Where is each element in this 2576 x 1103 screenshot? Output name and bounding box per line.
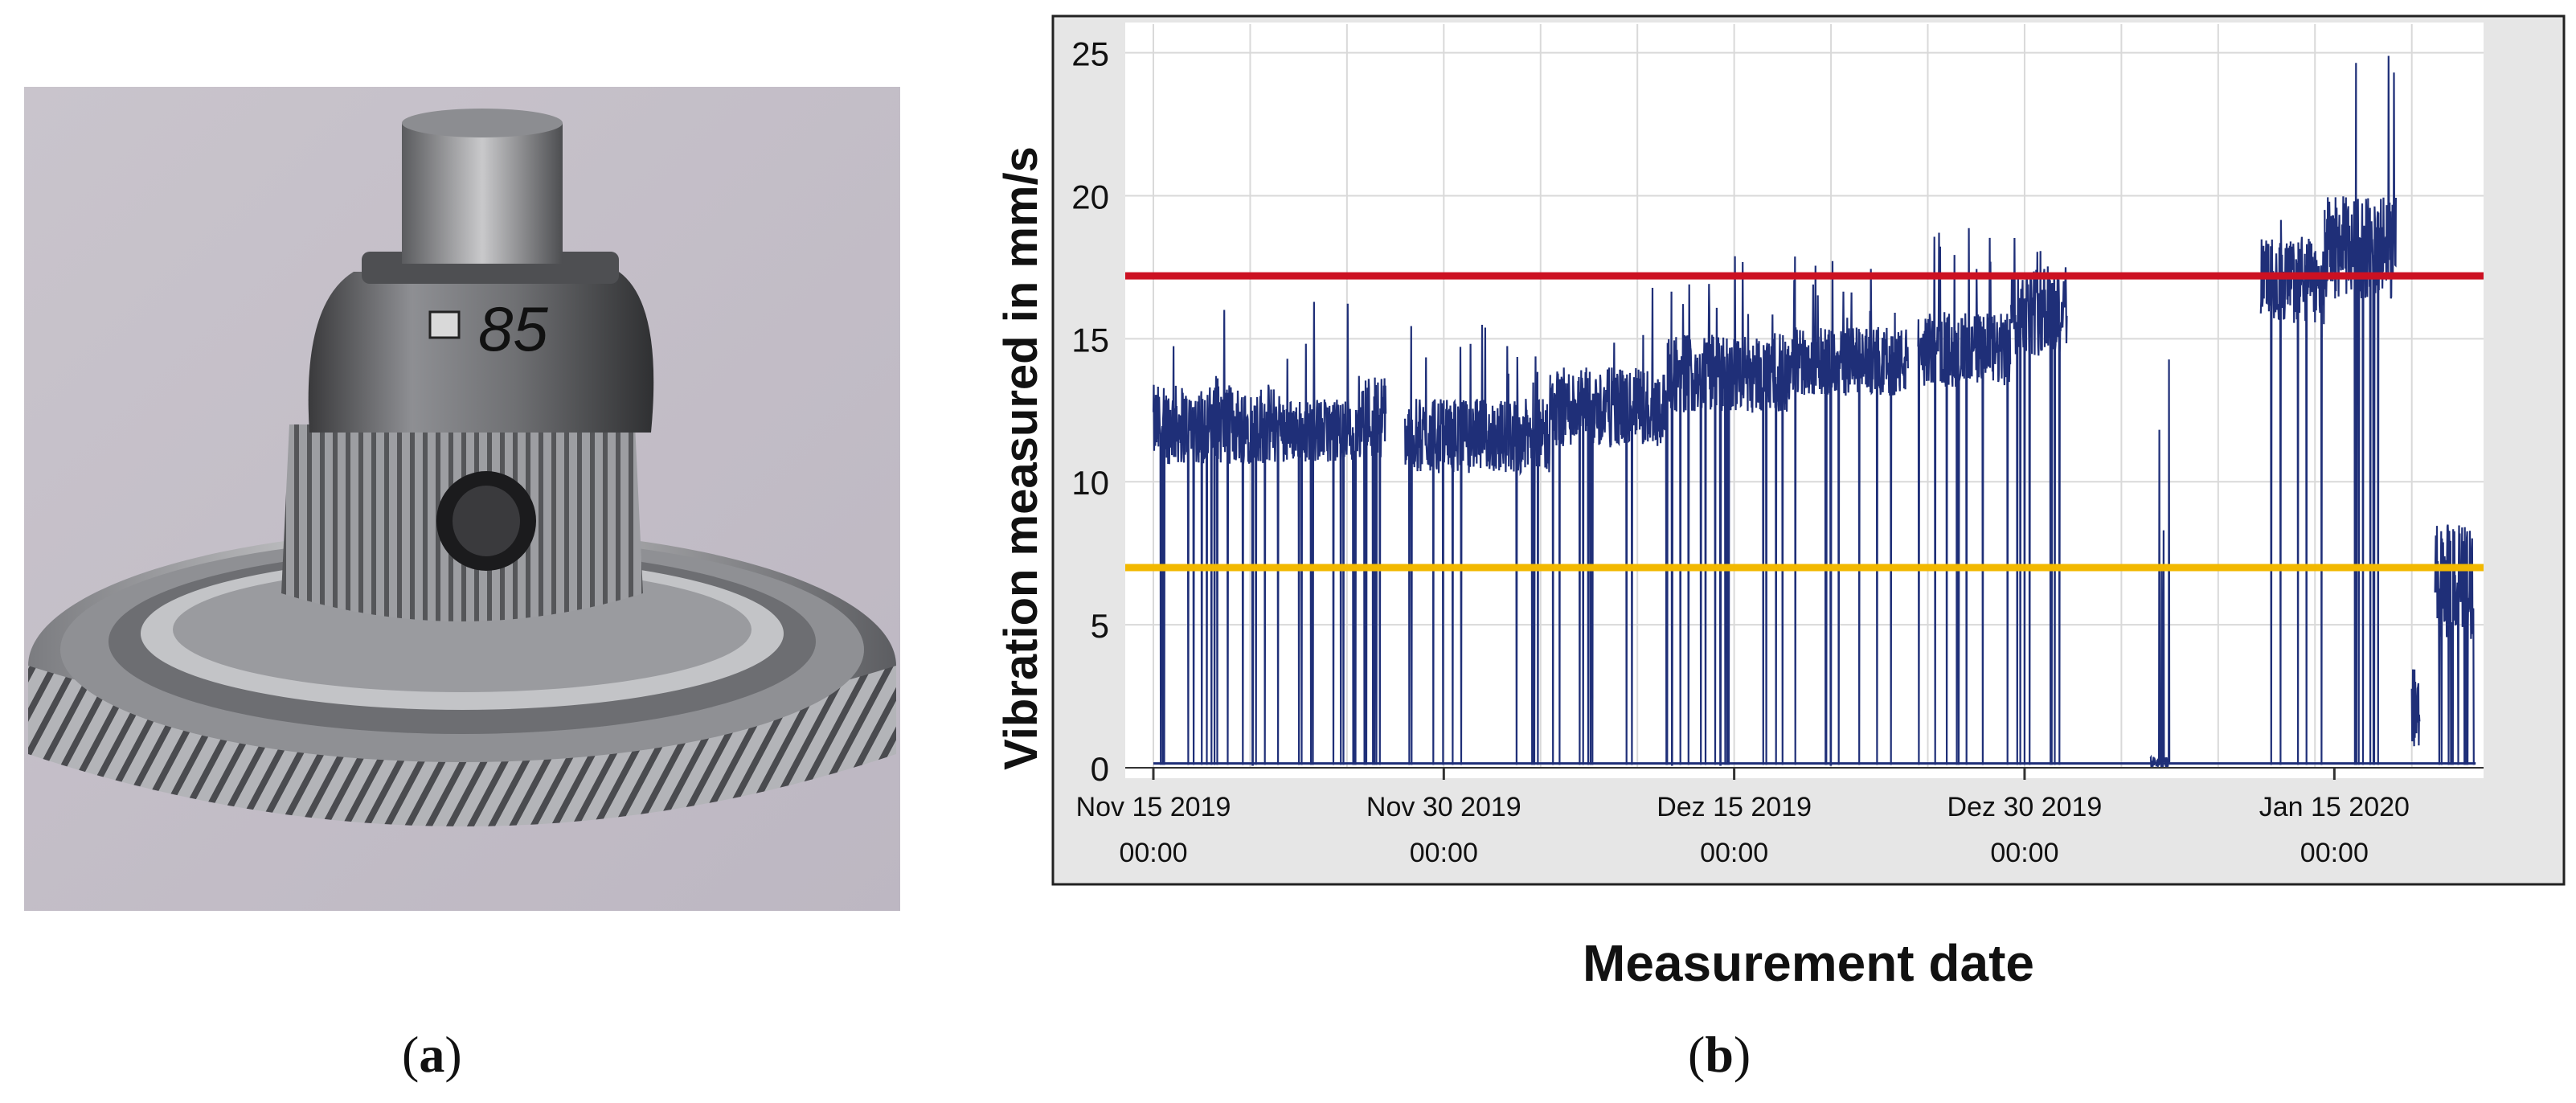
series-segment: [1917, 228, 2012, 765]
y-axis-label: Vibration measured in mm/s: [995, 146, 1047, 770]
differential-gear-photo: 85: [24, 87, 900, 911]
series-segment: [1280, 301, 1360, 765]
series-segment: [2324, 55, 2397, 765]
series-segment: [1549, 287, 1668, 765]
series-segment: [2410, 669, 2421, 747]
caption-b: (b): [1688, 1026, 1751, 1083]
x-tick-time: 00:00: [2300, 838, 2369, 868]
x-tick-date: Nov 30 2019: [1366, 792, 1521, 822]
part-marker-text: 85: [478, 293, 548, 364]
y-tick-label: 0: [1091, 750, 1109, 788]
series-segment: [1152, 310, 1283, 766]
caption-a: (a): [402, 1026, 462, 1083]
x-axis-label: Measurement date: [1583, 934, 2034, 992]
y-tick-label: 15: [1071, 321, 1109, 359]
series-segment: [1791, 256, 1909, 766]
series-segment: [1404, 324, 1551, 765]
x-tick-date: Dez 30 2019: [1947, 792, 2103, 822]
x-tick-time: 00:00: [1410, 838, 1478, 868]
vibration-chart: 0 5 10 15 20 25 Nov 15 2019 00:00 Nov 30 2019 00…: [995, 14, 2566, 992]
plot-area: [1125, 23, 2484, 778]
series-segment: [1358, 375, 1387, 765]
threshold-lines: [1125, 272, 2484, 572]
x-tick-time: 00:00: [1119, 838, 1187, 868]
series-segment: [2149, 359, 2171, 768]
y-tick-label: 20: [1071, 178, 1109, 215]
x-axis: Nov 15 2019 00:00 Nov 30 2019 00:00 Dez 15 2…: [1076, 768, 2410, 868]
y-axis: 0 5 10 15 20 25: [1071, 35, 1109, 788]
y-tick-label: 10: [1071, 464, 1109, 502]
x-tick-date: Dez 15 2019: [1657, 792, 1812, 822]
series-segment: [1665, 256, 1793, 766]
y-tick-label: 25: [1071, 35, 1109, 73]
x-tick-date: Nov 15 2019: [1076, 792, 1231, 822]
series-segment: [2259, 219, 2325, 765]
series-segment: [2434, 524, 2475, 765]
x-tick-time: 00:00: [1700, 838, 1768, 868]
x-tick-date: Jan 15 2020: [2259, 792, 2410, 822]
y-tick-label: 5: [1091, 607, 1109, 645]
x-tick-time: 00:00: [1990, 838, 2058, 868]
vibration-series: [1152, 55, 2476, 768]
